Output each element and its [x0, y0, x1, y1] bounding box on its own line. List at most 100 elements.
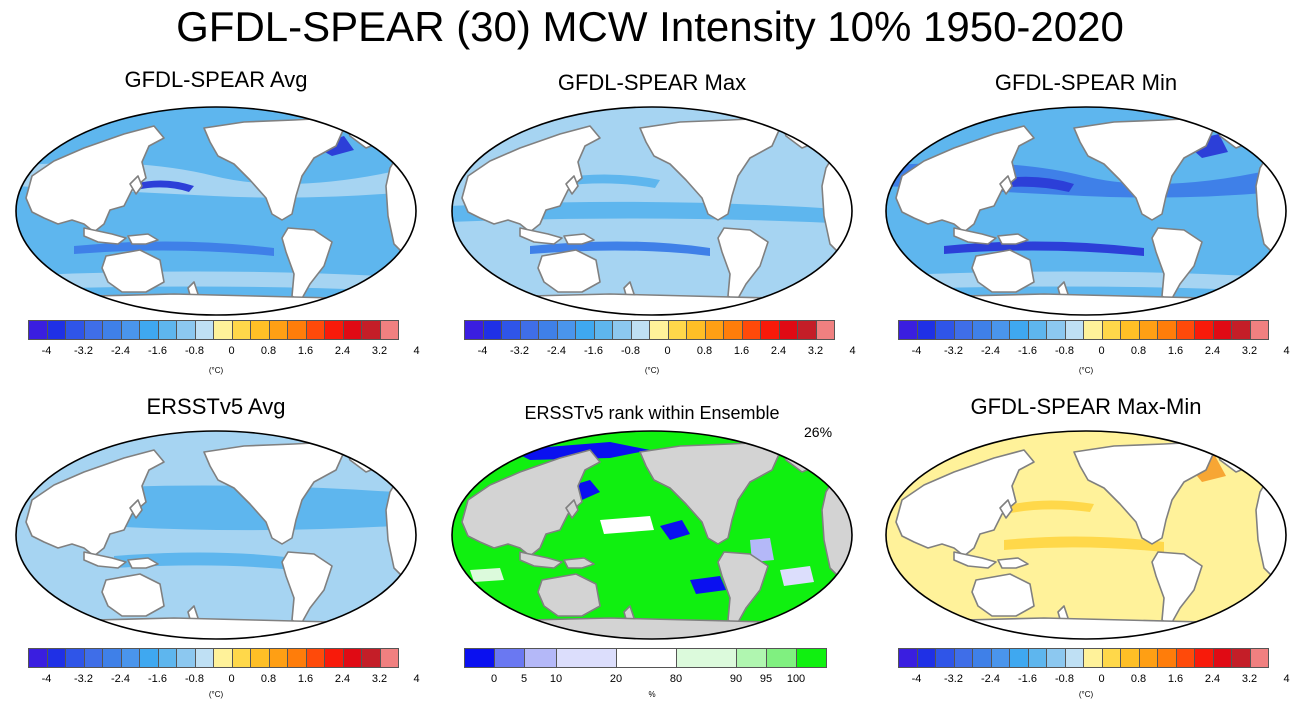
colorbar-cell [361, 320, 381, 340]
colorbar-cell [538, 320, 558, 340]
colorbar-cell [1212, 320, 1232, 340]
rank-patch [690, 576, 726, 594]
colorbar-cell [524, 648, 557, 668]
colorbar-unit: (°C) [1078, 690, 1094, 699]
colorbar-tick-label: -4 [41, 673, 52, 685]
colorbar-cell [723, 320, 743, 340]
rank-patch [660, 520, 690, 540]
land-mass [999, 499, 1013, 519]
colorbar-cell [157, 320, 177, 340]
colorbar-cell [741, 320, 761, 340]
colorbar-cell [361, 648, 381, 668]
colorbar-cell [1175, 648, 1195, 668]
colorbar-tick-label: -3.2 [74, 673, 93, 685]
colorbar-cell [593, 320, 613, 340]
colorbar-tick-label: -3.2 [944, 673, 963, 685]
colorbar-tick-label: -0.8 [185, 345, 204, 357]
land-mass [519, 227, 563, 245]
colorbar-cell [46, 320, 66, 340]
colorbar-cell [231, 320, 251, 340]
colorbar-cell [464, 648, 495, 668]
colorbar-cell [287, 648, 307, 668]
map-svg [15, 430, 417, 640]
map-svg [15, 106, 417, 316]
land-mass [461, 125, 601, 233]
land-mass [565, 499, 579, 519]
land-mass [519, 551, 563, 569]
colorbar-cell [342, 648, 362, 668]
colorbar-tick-label: 1.6 [1167, 345, 1184, 357]
colorbar-cell [250, 320, 270, 340]
colorbar-cell [736, 648, 767, 668]
colorbar-cell [1027, 648, 1047, 668]
colorbar-cell [46, 648, 66, 668]
colorbar-tick-label: -0.8 [621, 345, 640, 357]
map-svg [451, 106, 853, 316]
colorbar-tick-label: -1.6 [148, 345, 167, 357]
colorbar-cell [83, 648, 103, 668]
rank-patch [470, 568, 504, 582]
colorbar-tick-label: 2.4 [770, 345, 787, 357]
colorbar-cell [990, 648, 1010, 668]
colorbar-tick-label: 0.8 [260, 673, 277, 685]
figure-title: GFDL-SPEAR (30) MCW Intensity 10% 1950-2… [176, 3, 1124, 50]
colorbar-cell [935, 320, 955, 340]
land-mass [971, 573, 1035, 617]
colorbar-cell [1101, 320, 1121, 340]
land-mass [83, 227, 127, 245]
colorbar-cell [176, 320, 196, 340]
colorbar-cell [616, 648, 677, 668]
colorbar-tick-label: -1.6 [1018, 345, 1037, 357]
panel-title: ERSSTv5 rank within Ensemble [524, 403, 780, 423]
colorbar-cell [630, 320, 650, 340]
colorbar-cell [213, 320, 233, 340]
rank-patch [780, 566, 814, 586]
colorbar-cell [1027, 320, 1047, 340]
intensity-band [134, 180, 194, 192]
map-spear-maxmin [884, 430, 1288, 640]
colorbar-tick-label: -2.4 [111, 345, 130, 357]
land-mass [999, 175, 1013, 195]
rank-patch [510, 442, 650, 460]
colorbar-temp: -4 -3.2 -2.4 -1.6 -0.8 0 0.8 1.6 2.4 3.2 4 [464, 320, 856, 357]
colorbar-cell [250, 648, 270, 668]
colorbar-tick-label: 0.8 [260, 345, 277, 357]
colorbar-cell [556, 320, 576, 340]
colorbar-tick-label: 3.2 [807, 345, 824, 357]
map-spear-max [450, 106, 854, 316]
colorbar-tick-label: 90 [729, 673, 743, 685]
land-mass [101, 249, 165, 293]
colorbar-cell [231, 648, 251, 668]
colorbar-unit: % [648, 690, 656, 699]
colorbar-tick-label: 0.8 [1130, 345, 1147, 357]
colorbar-cell [501, 320, 521, 340]
colorbar-cell [102, 320, 122, 340]
rank-percent-annotation: 26% [804, 424, 833, 440]
colorbar-cell [760, 320, 780, 340]
colorbar-cell [379, 648, 399, 668]
intensity-band [560, 174, 660, 188]
land-mass [997, 557, 1029, 569]
land-mass [895, 449, 1035, 557]
colorbar-cell [28, 648, 48, 668]
map-fill [886, 107, 1286, 315]
colorbar-cell [797, 320, 817, 340]
colorbar-tick-label: 4 [413, 673, 420, 685]
colorbar-tick-label: 1.6 [733, 345, 750, 357]
colorbar-tick-label: 0 [664, 345, 671, 357]
colorbar-cell [65, 320, 85, 340]
colorbar-tick-label: 5 [520, 673, 528, 685]
colorbar-cell [575, 320, 595, 340]
colorbar-cell [1138, 648, 1158, 668]
colorbar-cell [1249, 320, 1269, 340]
colorbar-cell [1046, 648, 1066, 668]
land-mass [563, 557, 595, 569]
colorbar-temp: -4 -3.2 -2.4 -1.6 -0.8 0 0.8 1.6 2.4 3.2 4 [28, 320, 420, 357]
colorbar-cell [1083, 648, 1103, 668]
colorbar-cell [194, 648, 214, 668]
land-mass [537, 573, 601, 617]
colorbar-cell [482, 320, 502, 340]
colorbar-tick-label: 10 [549, 673, 563, 685]
map-fill [452, 107, 852, 315]
colorbar-tick-label: -4 [41, 345, 52, 357]
